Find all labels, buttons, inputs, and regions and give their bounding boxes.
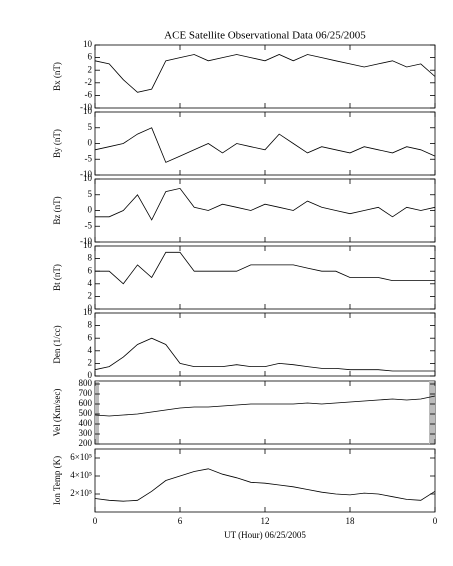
data-line [94,395,436,417]
y-tick-label: 4 [88,345,93,355]
y-tick-label: 4 [88,278,93,288]
y-tick-label: 800 [79,378,93,388]
panel-frame [94,111,436,176]
y-axis-label: Bt (nT) [52,264,62,291]
x-tick-label: 6 [178,516,183,526]
data-line [95,187,436,221]
y-tick-label: 2 [88,290,93,300]
x-tick-label: 0 [93,516,98,526]
y-tick-label: 0 [88,138,93,148]
y-axis-label: Bx (nT) [52,62,62,91]
missing-data-band [95,381,99,444]
y-tick-label: 0 [88,205,93,215]
data-line [94,54,436,93]
y-tick-label: 5 [88,122,93,132]
y-tick-label: 8 [88,320,93,330]
y-tick-label: 8 [88,253,93,263]
y-tick-label: 6 [88,332,93,342]
missing-data-band [429,381,435,444]
y-tick-label: -10 [80,236,92,246]
y-tick-label: 2 [88,357,93,367]
y-tick-label: -10 [80,169,92,179]
y-axis-label: Bz (nT) [52,196,62,224]
y-tick-label: 4×10⁵ [70,470,92,480]
chart-title: ACE Satellite Observational Data 06/25/2… [164,30,366,42]
panel-frame [94,245,436,310]
y-tick-label: 300 [79,428,93,438]
y-tick-label: -5 [85,220,93,230]
x-axis-label: UT (Hour) 06/25/2005 [224,530,306,540]
y-axis-label: Vel (Km/sec) [52,389,62,437]
y-axis-label: Ion Temp (K) [52,456,62,505]
y-tick-label: 0 [88,303,93,313]
x-tick-label: 18 [346,516,356,526]
y-tick-label: 5 [88,189,93,199]
data-line [94,337,435,372]
data-line [94,468,436,502]
y-tick-label: 700 [79,388,93,398]
y-tick-label: -5 [85,153,93,163]
y-tick-label: 10 [83,106,93,116]
y-tick-label: 10 [83,240,93,250]
y-tick-label: 0 [88,370,93,380]
data-line [95,251,435,285]
y-axis-label: By (nT) [52,129,62,158]
y-tick-label: 400 [79,418,93,428]
data-line [94,127,436,163]
y-tick-label: 6×10⁵ [70,452,92,462]
y-tick-label: 600 [79,398,93,408]
panel-frame [94,448,436,513]
y-tick-label: 200 [79,438,93,448]
y-tick-label: 10 [83,173,93,183]
y-tick-label: -6 [85,89,93,99]
y-tick-label: 2 [88,64,93,74]
y-tick-label: 6 [88,265,93,275]
y-axis-label: Den (1/cc) [52,325,62,363]
y-tick-label: 2×10⁵ [70,488,92,498]
y-tick-label: 500 [79,408,93,418]
y-tick-label: 10 [83,307,93,317]
y-tick-label: -2 [85,77,93,87]
y-tick-label: 6 [88,52,93,62]
x-tick-label: 12 [261,516,270,526]
panel-frame [94,44,436,109]
y-tick-label: 10 [83,39,93,49]
y-tick-label: -10 [80,102,92,112]
x-tick-label: 0 [433,516,438,526]
